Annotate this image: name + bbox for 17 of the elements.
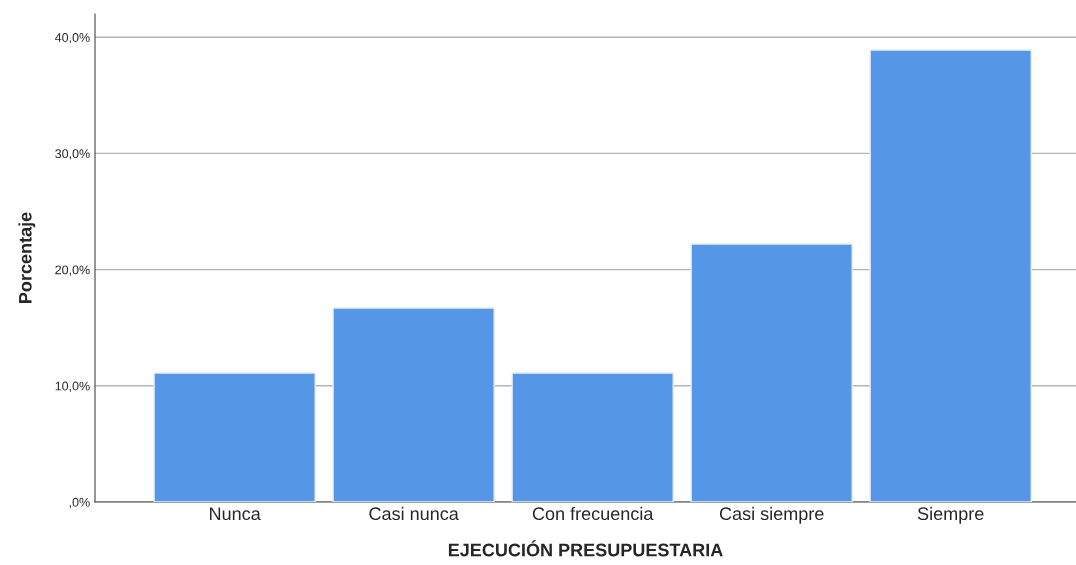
x-tick-label: Nunca [210, 507, 261, 521]
x-tick-label: Casi siempre [719, 506, 824, 524]
y-tick-label: 40,0% [54, 33, 90, 44]
bar [511, 372, 674, 502]
bar [690, 243, 853, 502]
x-tick-label: Siempre [917, 506, 984, 524]
x-tick-label: Con frecuencia [532, 506, 654, 521]
x-axis-title: EJECUCIÓN PRESUPUESTARIA [448, 540, 723, 557]
y-tick-label: 10,0% [55, 381, 90, 392]
y-tick-label: ,0% [69, 497, 90, 509]
bar [153, 372, 316, 502]
bar [869, 49, 1032, 502]
y-tick-label: 20,0% [55, 265, 90, 276]
bar [332, 307, 495, 502]
y-axis-title: Porcentaje [18, 212, 36, 303]
y-tick-label: 30,0% [55, 149, 90, 160]
x-tick-label: Casi nunca [369, 506, 459, 521]
